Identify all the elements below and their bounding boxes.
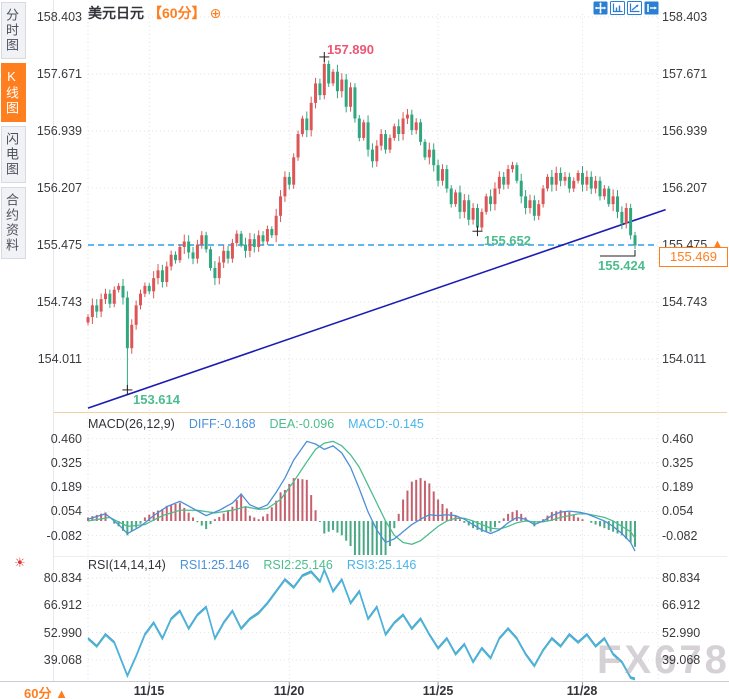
rsi-axis-left-1: 66.912: [43, 598, 82, 612]
period-selector-label: 60分: [24, 686, 52, 699]
sidebar-tab-lightning-chart[interactable]: 闪电图: [1, 126, 26, 183]
macd-axis-right-0: 0.460: [662, 432, 694, 446]
macd-axis-right-3: 0.054: [662, 504, 694, 518]
macd-title: MACD(26,12,9): [88, 417, 175, 431]
panel-divider-price-macd: [54, 412, 727, 413]
panel-divider-timebar: [0, 681, 729, 682]
sidebar-tab-time-chart[interactable]: 分时图: [1, 2, 26, 59]
watermark: FX678: [597, 638, 729, 682]
sidebar-tab-contract-info[interactable]: 合约资料: [1, 187, 26, 259]
date-label-0: 11/15: [133, 684, 165, 698]
rsi2-value: RSI2:25.146: [263, 558, 333, 572]
price-axis-right-1: 157.671: [662, 67, 708, 81]
sidebar-divider: [53, 0, 54, 681]
macd-macd-value: MACD:-0.145: [348, 417, 424, 431]
macd-dea-value: DEA:-0.096: [269, 417, 335, 431]
price-axis-right-3: 156.207: [662, 181, 708, 195]
sidebar: 分时图 K线图 闪电图 合约资料: [1, 2, 26, 259]
price-axis-right-2: 156.939: [662, 124, 708, 138]
period-dropdown-arrow-icon: ▲: [55, 686, 68, 699]
macd-axis-right-1: 0.325: [662, 456, 694, 470]
date-label-3: 11/28: [566, 684, 598, 698]
rsi-title: RSI(14,14,14): [88, 558, 166, 572]
symbol-title: 美元日元: [88, 5, 144, 21]
axis-scale-icon[interactable]: [610, 1, 625, 15]
macd-axis-left-1: 0.325: [50, 456, 82, 470]
rsi-header: RSI(14,14,14) RSI1:25.146 RSI2:25.146 RS…: [88, 558, 416, 572]
date-label-1: 11/20: [273, 684, 305, 698]
price-axis-left-3: 156.207: [36, 181, 82, 195]
latest-price-arrow-icon: ▲: [712, 238, 723, 250]
macd-axis-left-3: 0.054: [50, 504, 82, 518]
toolbar: [593, 1, 659, 15]
period-selector[interactable]: 60分 ▲: [24, 683, 68, 699]
rsi-axis-right-1: 66.912: [662, 598, 701, 612]
price-axis-right-0: 158.403: [662, 10, 708, 24]
annotation-high: 157.890: [327, 42, 374, 57]
rsi-axis-left-2: 52.990: [43, 626, 82, 640]
exit-icon[interactable]: [644, 1, 659, 15]
macd-header: MACD(26,12,9) DIFF:-0.168 DEA:-0.096 MAC…: [88, 417, 424, 431]
rsi1-value: RSI1:25.146: [179, 558, 250, 572]
rsi-axis-right-3: 39.068: [662, 653, 701, 667]
price-axis-left-2: 156.939: [36, 124, 82, 138]
rsi-axis-left-3: 39.068: [43, 653, 82, 667]
price-axis-left-4: 155.475: [36, 238, 82, 252]
annotation-low-main: 153.614: [133, 392, 180, 407]
price-axis-left-1: 157.671: [36, 67, 82, 81]
date-label-2: 11/25: [422, 684, 454, 698]
period-label: 【60分】: [148, 5, 206, 21]
macd-axis-left-2: 0.189: [50, 480, 82, 494]
current-price-badge: 155.469: [659, 247, 728, 267]
rsi-axis-right-0: 80.834: [662, 571, 701, 585]
macd-axis-right-2: 0.189: [662, 480, 694, 494]
rsi-axis-right-2: 52.990: [662, 626, 701, 640]
chart-header: 美元日元 【60分】 ⊕: [88, 3, 221, 23]
macd-axis-left-0: 0.460: [50, 432, 82, 446]
pan-icon[interactable]: [593, 1, 608, 15]
price-axis-left-6: 154.011: [37, 352, 82, 366]
indicator-settings-icon[interactable]: ☀: [14, 555, 26, 570]
macd-axis-right-4: -0.082: [662, 529, 698, 543]
price-axis-left-0: 158.403: [36, 10, 82, 24]
price-axis-right-6: 154.011: [662, 352, 707, 366]
rsi-axis-left-0: 80.834: [43, 571, 82, 585]
sidebar-tab-kline-chart[interactable]: K线图: [1, 63, 26, 122]
price-axis-right-5: 154.743: [662, 295, 708, 309]
circle-plus-icon[interactable]: ⊕: [209, 4, 222, 21]
annotation-low-last: 155.424: [598, 258, 645, 273]
rsi3-value: RSI3:25.146: [346, 558, 417, 572]
annotation-low-mid: 155.652: [484, 233, 531, 248]
price-axis-left-5: 154.743: [36, 295, 82, 309]
macd-diff-value: DIFF:-0.168: [188, 417, 256, 431]
macd-axis-left-4: -0.082: [46, 529, 82, 543]
chart-pointer-icon[interactable]: [627, 1, 642, 15]
panel-divider-macd-rsi: [54, 556, 727, 557]
